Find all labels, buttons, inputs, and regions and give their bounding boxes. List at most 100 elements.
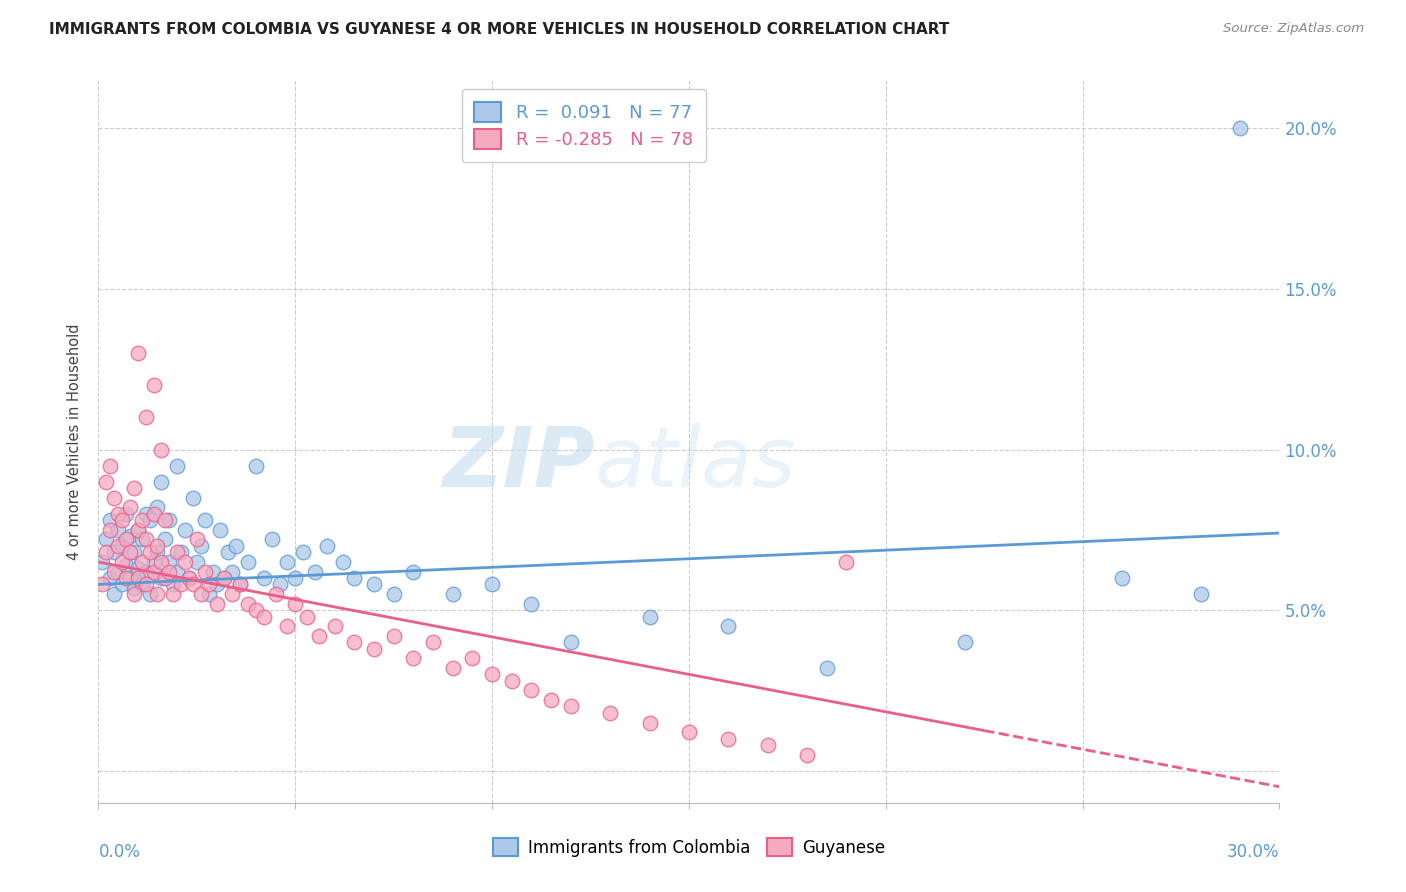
Point — [276, 619, 298, 633]
Point — [150, 475, 173, 489]
Point — [131, 577, 153, 591]
Point — [122, 481, 145, 495]
Text: 30.0%: 30.0% — [1227, 843, 1279, 861]
Point — [284, 597, 307, 611]
Point — [142, 507, 165, 521]
Point — [103, 587, 125, 601]
Point — [599, 706, 621, 720]
Point — [111, 577, 134, 591]
Point — [166, 545, 188, 559]
Point — [638, 609, 661, 624]
Point — [363, 641, 385, 656]
Point — [953, 635, 976, 649]
Point — [111, 555, 134, 569]
Point — [678, 725, 700, 739]
Point — [174, 555, 197, 569]
Point — [205, 577, 228, 591]
Y-axis label: 4 or more Vehicles in Household: 4 or more Vehicles in Household — [67, 323, 83, 560]
Point — [131, 555, 153, 569]
Point — [127, 346, 149, 360]
Point — [382, 587, 405, 601]
Point — [520, 683, 543, 698]
Point — [197, 577, 219, 591]
Point — [221, 587, 243, 601]
Point — [717, 731, 740, 746]
Point — [170, 577, 193, 591]
Point — [343, 571, 366, 585]
Point — [481, 667, 503, 681]
Text: ZIP: ZIP — [441, 423, 595, 504]
Point — [363, 577, 385, 591]
Point — [253, 609, 276, 624]
Point — [1111, 571, 1133, 585]
Point — [560, 699, 582, 714]
Point — [166, 565, 188, 579]
Point — [111, 539, 134, 553]
Point — [135, 565, 157, 579]
Point — [209, 523, 232, 537]
Point — [221, 565, 243, 579]
Point — [540, 693, 562, 707]
Point — [194, 565, 217, 579]
Point — [481, 577, 503, 591]
Text: Source: ZipAtlas.com: Source: ZipAtlas.com — [1223, 22, 1364, 36]
Point — [190, 587, 212, 601]
Point — [186, 533, 208, 547]
Point — [162, 577, 184, 591]
Point — [115, 507, 138, 521]
Point — [150, 442, 173, 457]
Point — [229, 577, 252, 591]
Point — [150, 555, 173, 569]
Point — [122, 581, 145, 595]
Point — [127, 523, 149, 537]
Point — [520, 597, 543, 611]
Point — [118, 571, 141, 585]
Point — [118, 500, 141, 515]
Point — [98, 571, 121, 585]
Point — [155, 533, 177, 547]
Point — [98, 458, 121, 473]
Point — [560, 635, 582, 649]
Point — [236, 597, 259, 611]
Point — [174, 523, 197, 537]
Point — [107, 523, 129, 537]
Point — [96, 533, 118, 547]
Point — [103, 545, 125, 559]
Point — [343, 635, 366, 649]
Point — [422, 635, 444, 649]
Point — [142, 378, 165, 392]
Point — [162, 587, 184, 601]
Point — [205, 597, 228, 611]
Point — [214, 571, 236, 585]
Point — [146, 587, 169, 601]
Point — [441, 587, 464, 601]
Point — [131, 533, 153, 547]
Point — [150, 571, 173, 585]
Point — [138, 545, 160, 559]
Point — [1229, 121, 1251, 136]
Point — [276, 555, 298, 569]
Point — [138, 587, 160, 601]
Point — [315, 539, 337, 553]
Point — [118, 545, 141, 559]
Legend: Immigrants from Colombia, Guyanese: Immigrants from Colombia, Guyanese — [482, 828, 896, 867]
Point — [142, 555, 165, 569]
Point — [835, 555, 858, 569]
Point — [245, 458, 267, 473]
Point — [181, 491, 204, 505]
Point — [197, 587, 219, 601]
Point — [146, 500, 169, 515]
Point — [214, 571, 236, 585]
Point — [127, 561, 149, 575]
Point — [115, 571, 138, 585]
Point — [1189, 587, 1212, 601]
Point — [111, 513, 134, 527]
Point — [181, 577, 204, 591]
Point — [107, 539, 129, 553]
Point — [229, 577, 252, 591]
Point — [91, 555, 114, 569]
Point — [284, 571, 307, 585]
Point — [308, 629, 330, 643]
Point — [253, 571, 276, 585]
Point — [135, 577, 157, 591]
